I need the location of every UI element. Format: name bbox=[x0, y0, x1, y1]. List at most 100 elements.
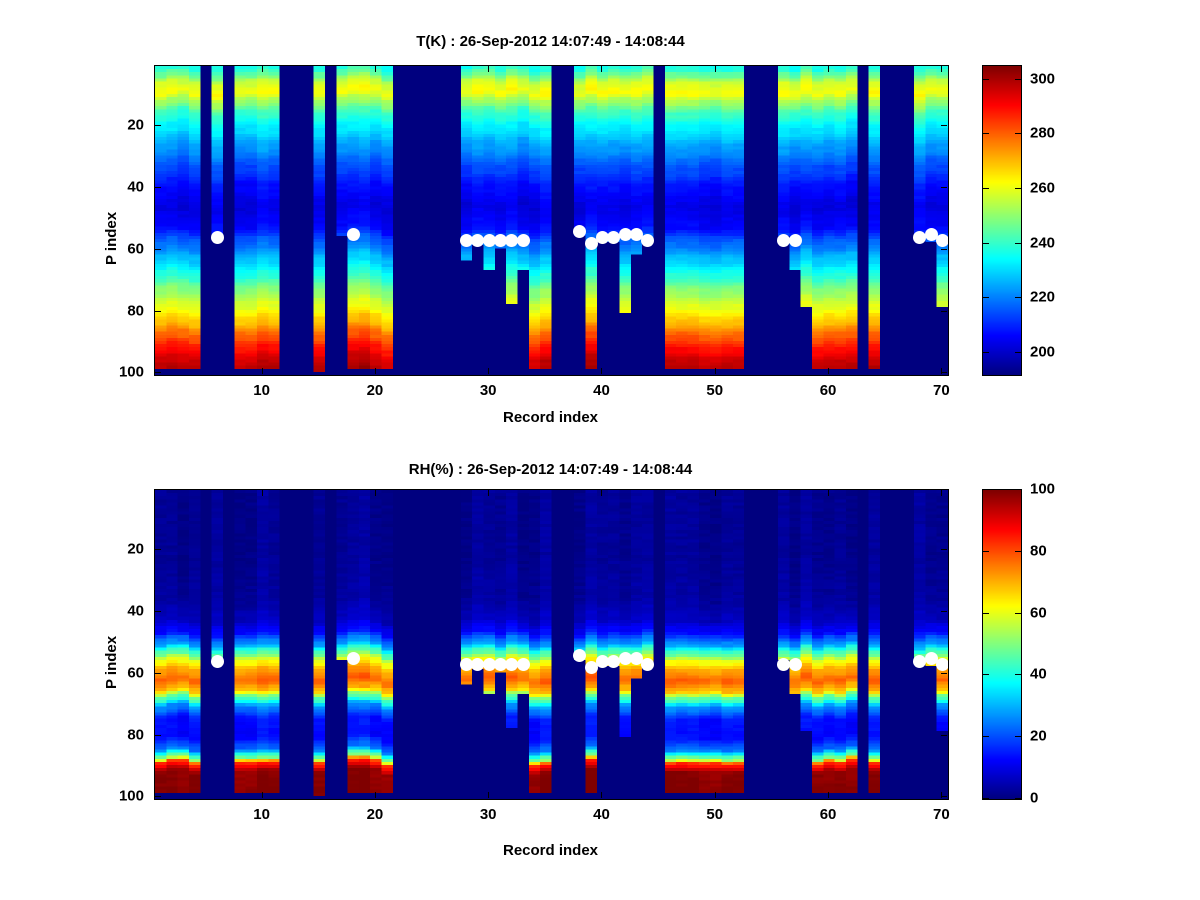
colorbar-tick-mark bbox=[983, 736, 989, 738]
surface-marker bbox=[573, 224, 587, 238]
y-tick-mark bbox=[155, 672, 161, 674]
surface-marker bbox=[494, 658, 508, 672]
y-tick-label: 60 bbox=[127, 240, 144, 258]
x-tick-label: 30 bbox=[479, 382, 497, 399]
x-tick-label: 50 bbox=[706, 806, 724, 823]
x-tick-label: 20 bbox=[366, 382, 384, 399]
y-tick-mark bbox=[941, 549, 947, 551]
colorbar-tick-mark bbox=[1015, 133, 1021, 135]
colorbar-tick-mark bbox=[983, 612, 989, 614]
colorbar-tick-mark bbox=[1015, 550, 1021, 552]
surface-marker bbox=[505, 234, 519, 248]
humidity-colorbar-gradient bbox=[983, 490, 1021, 799]
y-tick-label: 80 bbox=[127, 726, 144, 744]
temperature-colorbar-gradient bbox=[983, 66, 1021, 375]
y-tick-label: 80 bbox=[127, 302, 144, 320]
colorbar-tick-mark bbox=[983, 133, 989, 135]
x-tick-mark bbox=[374, 490, 376, 496]
humidity-heatmap-axes[interactable] bbox=[154, 489, 949, 800]
x-tick-mark bbox=[714, 490, 716, 496]
colorbar-tick-label: 260 bbox=[1030, 179, 1056, 197]
colorbar-tick-mark bbox=[1015, 352, 1021, 354]
surface-marker bbox=[924, 227, 938, 241]
x-tick-mark bbox=[714, 368, 716, 374]
colorbar-tick-label: 60 bbox=[1030, 604, 1047, 622]
surface-marker bbox=[346, 227, 360, 241]
x-tick-label: 50 bbox=[706, 382, 724, 399]
x-tick-label: 30 bbox=[479, 806, 497, 823]
x-tick-mark bbox=[374, 792, 376, 798]
surface-marker bbox=[607, 230, 621, 244]
surface-marker bbox=[482, 658, 496, 672]
surface-marker bbox=[516, 234, 530, 248]
y-tick-label: 100 bbox=[118, 787, 144, 805]
surface-marker bbox=[471, 234, 485, 248]
surface-marker bbox=[471, 658, 485, 672]
surface-marker bbox=[935, 234, 948, 248]
surface-marker bbox=[641, 658, 655, 672]
x-tick-label: 70 bbox=[932, 806, 950, 823]
surface-marker bbox=[777, 234, 791, 248]
y-tick-label: 40 bbox=[127, 602, 144, 620]
y-tick-mark bbox=[155, 125, 161, 127]
colorbar-tick-label: 100 bbox=[1030, 480, 1056, 498]
colorbar-tick-mark bbox=[983, 674, 989, 676]
x-tick-mark bbox=[374, 368, 376, 374]
surface-marker bbox=[913, 230, 927, 244]
colorbar-tick-label: 0 bbox=[1030, 789, 1039, 807]
y-tick-mark bbox=[941, 611, 947, 613]
temperature-heatmap-canvas bbox=[155, 66, 948, 375]
colorbar-tick-mark bbox=[983, 489, 989, 490]
colorbar-tick-mark bbox=[1015, 78, 1021, 80]
colorbar-tick-mark bbox=[1015, 612, 1021, 614]
x-tick-mark bbox=[828, 368, 830, 374]
x-tick-mark bbox=[828, 792, 830, 798]
y-tick-mark bbox=[155, 372, 161, 374]
y-tick-mark bbox=[155, 734, 161, 736]
surface-marker bbox=[494, 234, 508, 248]
humidity-panel-title: RH(%) : 26-Sep-2012 14:07:49 - 14:08:44 bbox=[408, 461, 693, 478]
y-tick-label: 20 bbox=[127, 116, 144, 134]
x-tick-mark bbox=[941, 792, 943, 798]
surface-marker bbox=[777, 658, 791, 672]
humidity-heatmap-canvas bbox=[155, 490, 948, 799]
colorbar-tick-label: 20 bbox=[1030, 727, 1047, 745]
surface-marker bbox=[584, 237, 598, 251]
x-tick-mark bbox=[714, 66, 716, 72]
surface-marker bbox=[607, 654, 621, 668]
humidity-colorbar[interactable] bbox=[982, 489, 1022, 800]
x-tick-mark bbox=[261, 368, 263, 374]
y-tick-mark bbox=[941, 248, 947, 250]
colorbar-tick-mark bbox=[983, 798, 989, 799]
y-tick-mark bbox=[155, 248, 161, 250]
temperature-colorbar[interactable] bbox=[982, 65, 1022, 376]
x-tick-label: 10 bbox=[253, 806, 270, 823]
surface-marker bbox=[505, 658, 519, 672]
y-tick-label: 40 bbox=[127, 178, 144, 196]
temperature-heatmap-axes[interactable] bbox=[154, 65, 949, 376]
colorbar-tick-mark bbox=[1015, 674, 1021, 676]
temperature-panel-title: T(K) : 26-Sep-2012 14:07:49 - 14:08:44 bbox=[416, 33, 685, 50]
surface-marker bbox=[618, 227, 632, 241]
y-tick-mark bbox=[941, 372, 947, 374]
colorbar-tick-mark bbox=[1015, 798, 1021, 799]
y-tick-mark bbox=[155, 611, 161, 613]
x-tick-mark bbox=[261, 66, 263, 72]
x-tick-mark bbox=[601, 792, 603, 798]
x-tick-mark bbox=[941, 66, 943, 72]
colorbar-tick-mark bbox=[1015, 736, 1021, 738]
x-tick-label: 70 bbox=[932, 382, 950, 399]
surface-marker bbox=[618, 651, 632, 665]
colorbar-tick-mark bbox=[983, 242, 989, 244]
surface-marker bbox=[788, 234, 802, 248]
colorbar-tick-mark bbox=[1015, 297, 1021, 299]
temperature-x-axis-label: Record index bbox=[502, 409, 599, 426]
colorbar-tick-label: 280 bbox=[1030, 124, 1056, 142]
y-tick-mark bbox=[941, 734, 947, 736]
x-tick-mark bbox=[488, 792, 490, 798]
surface-marker bbox=[595, 654, 609, 668]
surface-marker bbox=[629, 651, 643, 665]
y-tick-mark bbox=[941, 125, 947, 127]
colorbar-tick-mark bbox=[983, 550, 989, 552]
x-tick-mark bbox=[488, 490, 490, 496]
